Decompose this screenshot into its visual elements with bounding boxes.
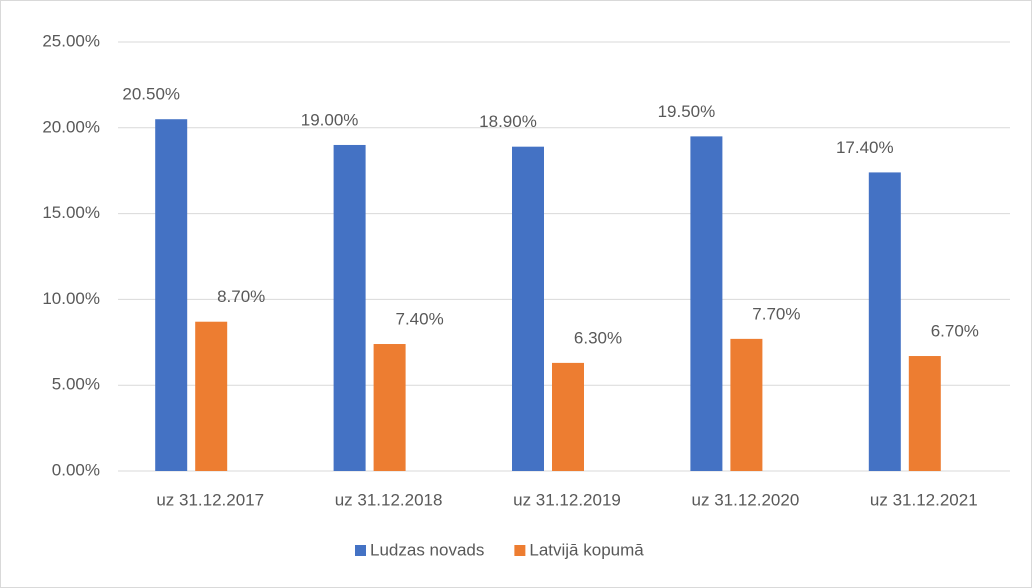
legend-swatch <box>514 545 526 556</box>
bar <box>333 144 366 471</box>
legend-swatch <box>355 545 366 556</box>
y-tick-label: 5.00% <box>52 375 100 394</box>
data-label: 19.00% <box>301 110 359 129</box>
legend-label: Ludzas novads <box>370 540 484 559</box>
y-tick-label: 10.00% <box>42 289 100 308</box>
y-tick-label: 0.00% <box>52 460 100 479</box>
data-label: 7.40% <box>395 310 443 329</box>
data-label: 17.40% <box>836 138 894 157</box>
bar <box>512 146 544 471</box>
x-tick-label: uz 31.12.2019 <box>513 490 621 509</box>
legend-label: Latvijā kopumā <box>529 540 644 559</box>
y-tick-label: 25.00% <box>42 31 100 50</box>
data-label: 18.90% <box>479 112 537 131</box>
x-tick-label: uz 31.12.2021 <box>870 490 978 509</box>
data-label: 20.50% <box>122 85 180 104</box>
bar <box>373 344 406 471</box>
data-label: 8.70% <box>217 287 265 306</box>
x-tick-label: uz 31.12.2020 <box>692 490 800 509</box>
y-tick-label: 20.00% <box>42 117 100 136</box>
bar <box>908 356 941 471</box>
data-label: 6.30% <box>574 328 622 347</box>
x-tick-label: uz 31.12.2018 <box>335 490 443 509</box>
bar <box>690 136 723 471</box>
data-label: 6.70% <box>931 322 979 341</box>
bar <box>868 172 901 471</box>
bar <box>730 338 763 471</box>
y-tick-label: 15.00% <box>42 203 100 222</box>
data-label: 19.50% <box>658 102 716 121</box>
data-label: 7.70% <box>752 304 800 323</box>
bar <box>552 362 584 471</box>
x-tick-label: uz 31.12.2017 <box>156 490 264 509</box>
bar <box>195 321 228 471</box>
bar <box>155 119 188 471</box>
